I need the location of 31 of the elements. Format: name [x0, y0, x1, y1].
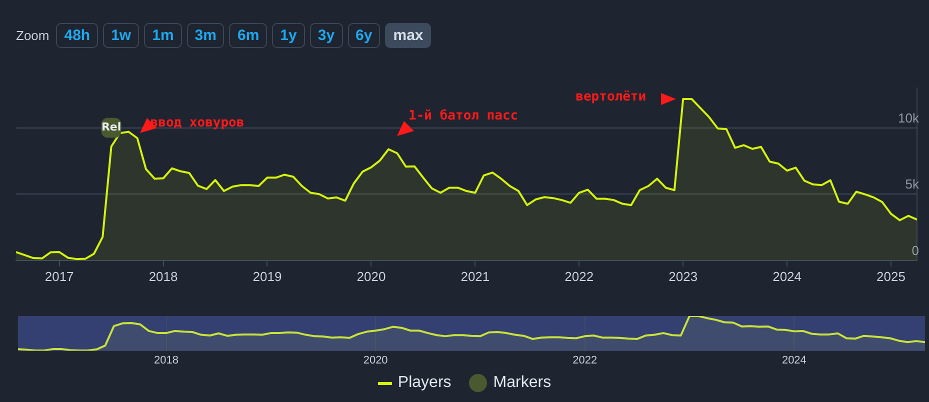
- x-tick-label: 2023: [668, 268, 698, 284]
- annotation: 1-й батол пасс: [408, 108, 518, 124]
- x-tick-label: 2020: [356, 268, 386, 284]
- text: 6y: [348, 23, 380, 48]
- annotation: Rel: [101, 120, 122, 134]
- text: 1m: [144, 23, 182, 48]
- x-tick-label: 2024: [772, 268, 802, 284]
- y-tick-label: 5k: [905, 176, 920, 192]
- x-tick-label: 2018: [148, 268, 178, 284]
- text: 6m: [229, 23, 268, 48]
- x-tick-label: 2021: [460, 268, 490, 284]
- x-tick-label: 2017: [44, 268, 74, 284]
- text: max: [385, 23, 432, 48]
- annotation: вертолёти: [576, 89, 646, 104]
- text: 3m: [186, 23, 224, 48]
- x-tick-label: 2022: [564, 268, 594, 284]
- x-tick-label: 2018: [154, 354, 178, 366]
- legend-label: Players: [398, 374, 452, 392]
- x-tick-label: 2022: [572, 354, 598, 366]
- text: 48h: [56, 23, 98, 48]
- text: Zoom: [16, 28, 50, 43]
- x-tick-label: 2024: [782, 354, 806, 366]
- x-tick-label: 2020: [363, 354, 388, 366]
- text: 1y: [272, 23, 305, 48]
- text: 1w: [103, 23, 140, 48]
- x-tick-label: 2019: [252, 268, 282, 284]
- x-tick-label: 2025: [876, 268, 906, 284]
- y-tick-label: 0: [912, 242, 919, 258]
- legend-label: Markers: [493, 374, 552, 392]
- y-tick-label: 10k: [898, 110, 920, 126]
- text: 3y: [310, 23, 343, 48]
